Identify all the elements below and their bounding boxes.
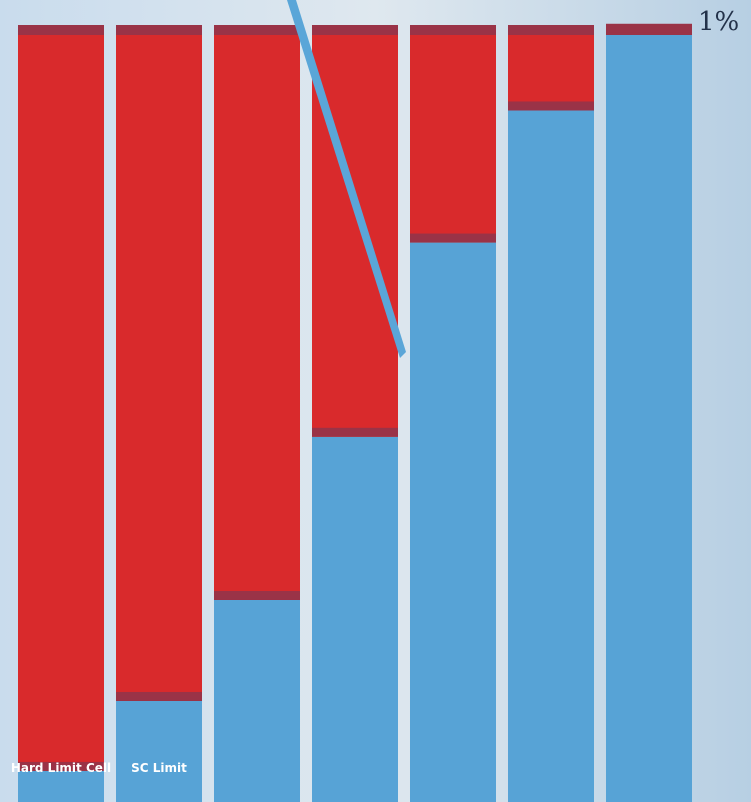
bar-segment-divider — [606, 23, 692, 33]
bar-segment-upper — [116, 25, 202, 701]
category-label: Hard Limit Cell — [11, 761, 111, 775]
y-max-label: 1% — [698, 7, 739, 37]
bar-group — [606, 23, 692, 802]
bar-segment-divider — [508, 101, 594, 111]
bar-segment-divider — [18, 761, 104, 771]
bar-segment-lower — [312, 436, 398, 802]
bar-top-cap — [116, 25, 202, 35]
bar-segment-upper — [410, 25, 496, 243]
bar-top-cap — [214, 25, 300, 35]
bar-segment-lower — [606, 32, 692, 802]
bar-segment-upper — [18, 25, 104, 771]
bar-top-cap — [18, 25, 104, 35]
category-label: SC Limit — [131, 761, 187, 775]
bar-segment-divider — [410, 233, 496, 243]
bar-top-cap — [410, 25, 496, 35]
bar-group — [508, 25, 594, 802]
bar-group: SC Limit — [116, 25, 202, 802]
bar-segment-lower — [18, 770, 104, 802]
bar-segment-upper — [312, 25, 398, 437]
bar-group — [214, 25, 300, 802]
bar-segment-lower — [508, 110, 594, 802]
bar-group — [312, 25, 398, 802]
bar-segment-divider — [312, 427, 398, 437]
bar-segment-upper — [214, 25, 300, 600]
bar-segment-upper — [508, 25, 594, 111]
bar-group — [410, 25, 496, 802]
bar-segment-lower — [214, 599, 300, 802]
diagonal-stripe — [287, 0, 406, 358]
bar-segment-lower — [116, 700, 202, 802]
bar-segment-divider — [214, 590, 300, 600]
bar-top-cap — [312, 25, 398, 35]
bar-group: Hard Limit Cell — [11, 25, 111, 802]
bar-segment-divider — [116, 691, 202, 701]
bars-layer: Hard Limit Cell SC Limit — [11, 0, 692, 802]
bar-segment-lower — [410, 242, 496, 802]
bar-top-cap — [508, 25, 594, 35]
